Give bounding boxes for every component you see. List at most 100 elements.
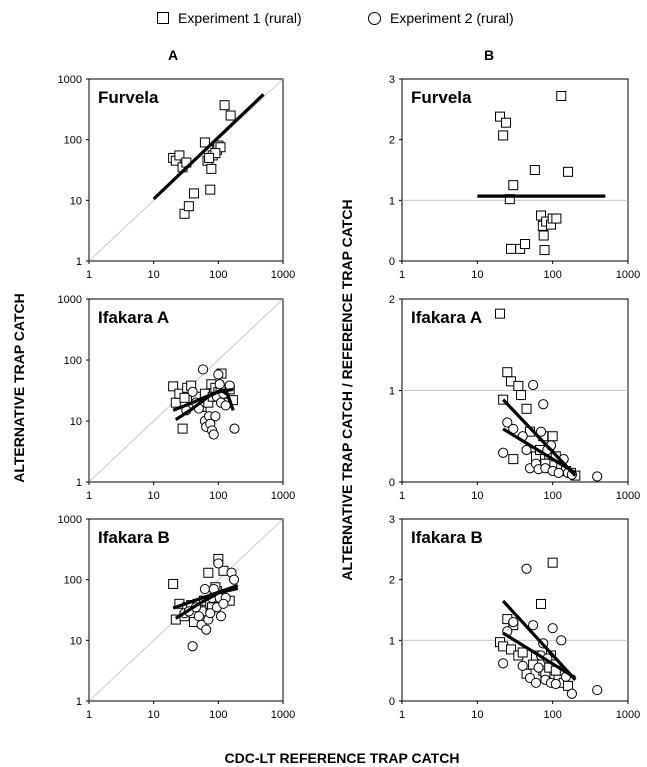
y-tick-label: 2 — [389, 575, 395, 587]
x-tick-label: 1 — [86, 490, 92, 502]
data-point-circle — [498, 658, 509, 669]
x-tick-label: 1000 — [616, 709, 640, 721]
data-layer — [152, 93, 265, 219]
data-point-circle — [228, 574, 240, 585]
x-tick-label: 100 — [209, 709, 227, 721]
fit-line — [501, 398, 577, 477]
data-point-circle — [508, 617, 519, 628]
panel-3: 1 10 100 1000 1 10 100 1000 Ifakara A — [58, 294, 296, 502]
data-point-circle — [187, 386, 198, 397]
data-point-square — [551, 213, 562, 224]
y-tick-label: 10 — [70, 635, 82, 647]
data-point-circle — [213, 558, 224, 569]
data-point-square — [502, 367, 513, 378]
data-point-circle — [566, 688, 577, 699]
fit-line — [501, 599, 577, 681]
data-point-square — [183, 201, 194, 212]
x-tick-label: 1 — [86, 269, 92, 281]
data-point-square — [203, 567, 214, 578]
data-point-square — [539, 245, 550, 256]
legend-label-exp2: Experiment 2 (rural) — [390, 10, 514, 26]
y-tick-label: 100 — [64, 135, 82, 147]
data-point-square — [529, 165, 540, 175]
data-point-circle — [533, 662, 544, 673]
data-point-square — [174, 150, 185, 161]
data-point-square — [215, 142, 226, 153]
data-point-circle — [205, 608, 216, 619]
x-tick-label: 100 — [543, 490, 561, 502]
data-point-square — [177, 423, 188, 434]
panel-title: Ifakara B — [411, 528, 483, 547]
data-point-square — [219, 100, 230, 111]
column-label-a: A — [168, 47, 178, 63]
data-point-circle — [521, 563, 532, 574]
data-point-circle — [213, 369, 224, 380]
legend-item-exp2: Experiment 2 (rural) — [368, 10, 514, 26]
y-tick-label: 2 — [389, 294, 395, 306]
y-tick-label: 0 — [389, 256, 395, 268]
data-point-circle — [517, 660, 528, 671]
data-point-circle — [502, 417, 513, 428]
x-tick-label: 100 — [209, 269, 227, 281]
y-tick-label: 10 — [70, 416, 82, 428]
data-point-square — [204, 152, 215, 163]
panel-1: 1 10 100 1000 1 10 100 1000 Furvela — [58, 74, 296, 281]
data-point-square — [170, 397, 181, 408]
data-point-square — [517, 647, 528, 658]
data-point-circle — [193, 611, 204, 622]
data-point-square — [225, 110, 236, 121]
y-tick-label: 1 — [76, 256, 82, 268]
data-point-square — [168, 578, 179, 589]
y-tick-label: 3 — [389, 514, 395, 526]
legend-item-exp1: Experiment 1 (rural) — [157, 10, 302, 26]
x-tick-label: 100 — [209, 490, 227, 502]
panel-title: Ifakara A — [98, 308, 169, 327]
data-point-square — [520, 239, 531, 250]
data-point-circle — [498, 447, 509, 458]
fit-line — [502, 631, 577, 680]
y-tick-label: 1 — [389, 195, 395, 207]
data-point-square — [168, 381, 179, 392]
x-tick-label: 1 — [399, 269, 405, 281]
y-tick-label: 10 — [70, 195, 82, 207]
x-axis-label: CDC-LT REFERENCE TRAP CATCH — [225, 750, 460, 766]
data-layer — [495, 308, 603, 482]
plot-frame — [88, 518, 284, 702]
data-point-square — [495, 308, 506, 319]
data-point-square — [547, 557, 558, 568]
plot-frame — [401, 518, 629, 702]
plot-frame — [88, 298, 284, 483]
data-layer — [168, 553, 240, 652]
y-tick-label: 3 — [389, 74, 395, 86]
x-tick-label: 1 — [399, 709, 405, 721]
data-point-circle — [197, 364, 209, 375]
data-point-square — [508, 454, 519, 465]
plot-frame — [88, 78, 284, 262]
data-point-circle — [592, 684, 603, 696]
x-tick-label: 10 — [471, 269, 483, 281]
data-point-circle — [210, 411, 221, 422]
y-axis-label-left: ALTERNATIVE TRAP CATCH — [11, 293, 27, 483]
y-tick-label: 1 — [389, 635, 395, 647]
y-tick-label: 1000 — [58, 514, 82, 526]
data-point-square — [506, 644, 517, 655]
data-point-circle — [229, 423, 240, 434]
data-point-circle — [550, 678, 561, 690]
plot-frame — [401, 78, 629, 262]
data-point-square — [556, 90, 567, 101]
x-tick-label: 1000 — [271, 709, 295, 721]
fit-line — [174, 586, 239, 620]
x-tick-label: 100 — [543, 269, 561, 281]
legend-label-exp1: Experiment 1 (rural) — [178, 10, 302, 26]
data-point-circle — [201, 624, 212, 635]
data-point-circle — [553, 467, 564, 478]
data-point-square — [500, 117, 511, 128]
data-point-square — [538, 230, 549, 241]
data-point-square — [495, 111, 506, 122]
y-tick-label: 100 — [64, 355, 82, 367]
legend: Experiment 1 (rural) Experiment 2 (rural… — [0, 10, 647, 30]
fit-line — [174, 388, 235, 422]
data-point-square — [498, 130, 509, 141]
